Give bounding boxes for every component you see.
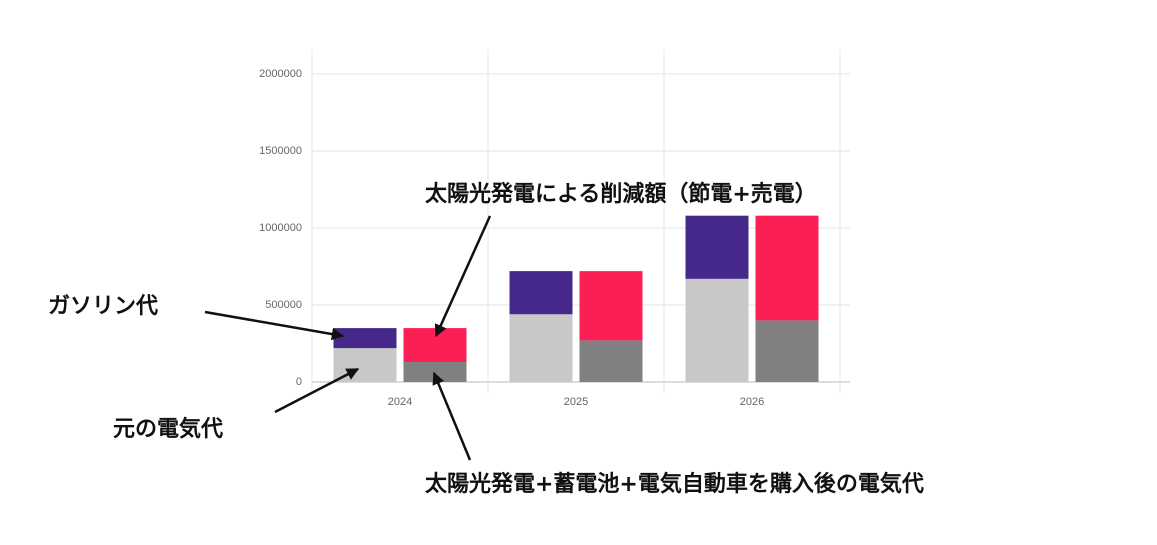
annotation: 太陽光発電による削減額（節電+売電）	[425, 181, 817, 207]
bar-segment	[579, 340, 643, 382]
bar-segment	[579, 271, 643, 341]
bar-segment	[333, 328, 397, 349]
bar-segment	[509, 314, 573, 382]
arrow	[274, 367, 360, 414]
arrow	[432, 371, 472, 461]
y-tick-label: 0	[296, 376, 302, 388]
annotation: ガソリン代	[48, 294, 158, 319]
bar-segment	[685, 215, 749, 279]
arrow	[204, 310, 345, 341]
bar-segment	[403, 328, 467, 362]
bar-segment	[685, 278, 749, 382]
x-tick-label: 2026	[740, 396, 764, 408]
bar-segment	[755, 215, 819, 321]
y-tick-label: 500000	[265, 299, 302, 311]
plot-area: 0 500000 1000000 1500000 2000000 2024 2025 2026	[259, 49, 850, 408]
y-tick-label: 2000000	[259, 68, 302, 80]
x-tick-label: 2024	[388, 396, 412, 408]
bar-segment	[509, 271, 573, 315]
y-tick-label: 1000000	[259, 222, 302, 234]
annotation: 元の電気代	[113, 416, 223, 442]
bar-segment	[755, 320, 819, 382]
annotation: 太陽光発電+蓄電池+電気自動車を購入後の電気代	[425, 471, 924, 497]
bar-segment	[403, 361, 467, 382]
arrow	[434, 215, 492, 338]
y-tick-label: 1500000	[259, 145, 302, 157]
x-tick-label: 2025	[564, 396, 588, 408]
